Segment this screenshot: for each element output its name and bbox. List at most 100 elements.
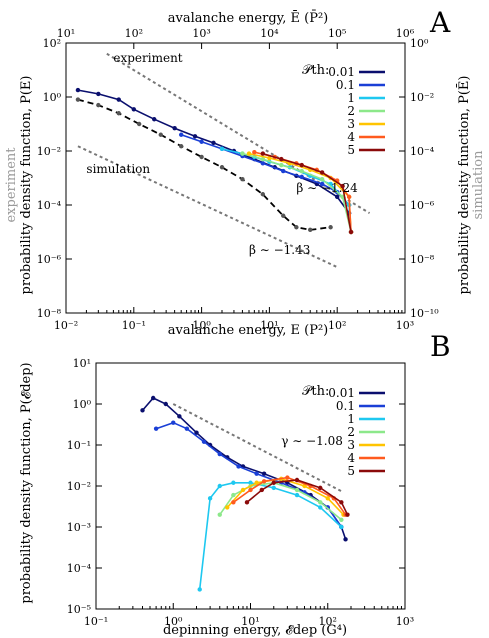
series-point-5 [294, 477, 300, 483]
y-tick-label: 10⁻² [67, 480, 91, 493]
panel-b: B depinning energy, 𝓔dep (G⁴) probabilit… [19, 330, 451, 638]
simulation-point [219, 165, 225, 170]
series-point-0.01 [75, 87, 81, 93]
y-tick-label: 10⁻² [37, 145, 61, 158]
series-point-5 [260, 151, 266, 156]
series-point-1 [197, 587, 202, 592]
series-point-0.01 [116, 97, 121, 102]
x-tick-label: 10¹ [260, 319, 278, 332]
series-point-5 [345, 512, 350, 517]
series-line-0.01 [77, 89, 352, 233]
simulation-point [281, 213, 286, 218]
simulation-point [178, 144, 184, 149]
series-point-0.1 [178, 132, 184, 137]
series-point-5 [259, 487, 264, 493]
series-point-0.01 [131, 107, 136, 112]
series-point-0.1 [199, 139, 204, 144]
y-tick-label: 10⁻⁸ [37, 307, 62, 320]
series-point-3 [240, 487, 246, 493]
y-right-tick-label: 10⁻² [410, 91, 434, 104]
legend-label: 3 [347, 438, 355, 452]
annotation: β ∼ −1.24 [296, 181, 358, 195]
series-point-0.01 [261, 471, 267, 476]
x-top-tick-label: 10² [125, 27, 143, 40]
series-point-0.1 [171, 420, 176, 425]
legend-label: 4 [347, 451, 355, 465]
series-point-0.01 [150, 395, 156, 401]
panel-b-xlabel: depinning energy, 𝓔dep (G⁴) [163, 623, 347, 638]
series-point-0.1 [153, 426, 159, 431]
legend-label: 1 [347, 412, 355, 426]
series-point-0.1 [281, 168, 286, 174]
series-point-0.01 [163, 401, 168, 407]
series-point-0.01 [343, 537, 348, 542]
legend-label: 4 [347, 130, 355, 144]
x-top-tick-label: 10⁵ [328, 27, 346, 40]
x-top-tick-label: 10⁴ [260, 27, 279, 40]
series-point-5 [318, 485, 323, 491]
simulation-point [96, 102, 101, 108]
panel-b-label: B [430, 330, 451, 363]
series-point-0.01 [96, 91, 101, 97]
x-tick-label: 10⁻¹ [84, 615, 108, 628]
simulation-point [328, 225, 333, 230]
series-point-1 [271, 485, 276, 491]
y-tick-label: 10⁻¹ [67, 439, 91, 452]
series-point-0.01 [140, 408, 145, 413]
series-point-3 [246, 151, 252, 156]
simulation-series-line [77, 98, 331, 231]
series-point-2 [279, 162, 284, 168]
series-line-5 [262, 152, 352, 233]
series-point-5 [279, 156, 284, 162]
simulation-point [308, 227, 313, 233]
series-point-0.01 [194, 430, 199, 435]
legend-label: 5 [347, 464, 355, 478]
y-tick-label: 10² [43, 37, 61, 50]
series-point-4 [231, 500, 236, 505]
legend-label: 0.01 [328, 65, 355, 79]
y-right-tick-label: 10⁰ [410, 37, 429, 50]
y-tick-label: 10⁰ [43, 91, 62, 104]
simulation-point [294, 225, 299, 230]
series-point-2 [319, 177, 325, 182]
series-point-0.1 [184, 426, 190, 431]
panel-a-ylabel: probability density function, P(E) [19, 76, 34, 295]
x-tick-label: 10³ [396, 319, 414, 332]
panel-a-label: A [429, 6, 451, 39]
simulation-point [75, 97, 81, 102]
series-point-3 [325, 496, 330, 501]
legend-label: 2 [347, 104, 355, 118]
y-tick-label: 10⁻⁶ [37, 253, 62, 266]
series-point-2 [339, 517, 344, 522]
annotation: experiment [113, 51, 182, 65]
series-point-3 [225, 505, 230, 510]
series-point-0.01 [211, 140, 216, 146]
series-point-0.1 [236, 464, 241, 469]
series-point-0.01 [172, 125, 177, 131]
y-tick-label: 10⁻³ [67, 521, 91, 534]
legend-label: 5 [347, 143, 355, 157]
series-point-2 [240, 151, 245, 156]
panel-b-ylabel: probability density function, P(𝓔dep) [19, 362, 34, 603]
legend-label: 2 [347, 425, 355, 439]
series-point-0.1 [201, 439, 207, 444]
x-tick-label: 10⁰ [164, 615, 183, 628]
series-point-1 [248, 480, 253, 485]
series-point-1 [294, 492, 300, 498]
series-point-2 [318, 500, 323, 505]
x-tick-label: 10³ [396, 615, 414, 628]
series-point-1 [339, 524, 344, 530]
annotation: simulation [86, 162, 150, 176]
series-point-0.1 [260, 161, 266, 166]
series-point-4 [285, 475, 290, 480]
series-point-0.01 [192, 134, 198, 139]
panel-a: A avalanche energy, Ē (P̄²) avalanche en… [4, 6, 486, 338]
series-point-2 [231, 492, 236, 498]
reference-line [172, 403, 344, 494]
panel-b-legend-title: 𝒫th: [302, 384, 329, 399]
x-tick-label: 10⁻¹ [122, 319, 146, 332]
y-tick-label: 10⁻⁴ [37, 199, 62, 212]
series-point-5 [348, 229, 354, 235]
series-point-1 [219, 146, 225, 152]
